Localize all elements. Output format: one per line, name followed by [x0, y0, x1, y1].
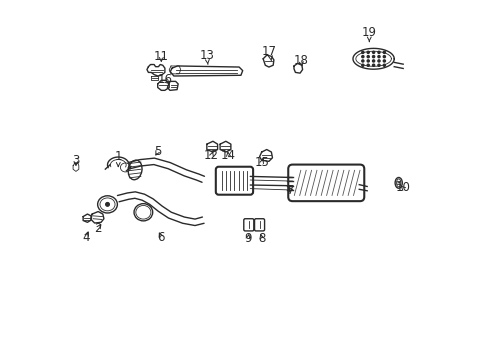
- Text: 19: 19: [361, 26, 376, 41]
- Circle shape: [372, 64, 374, 66]
- Text: 7: 7: [287, 184, 294, 197]
- Text: 10: 10: [395, 181, 409, 194]
- Text: 8: 8: [258, 231, 265, 244]
- Text: 4: 4: [82, 231, 90, 244]
- Circle shape: [361, 64, 363, 66]
- Text: 16: 16: [157, 73, 172, 86]
- Circle shape: [372, 60, 374, 62]
- Text: 18: 18: [293, 54, 308, 67]
- Circle shape: [366, 64, 368, 66]
- Circle shape: [366, 51, 368, 53]
- Circle shape: [383, 60, 385, 62]
- Circle shape: [377, 55, 379, 58]
- Text: 17: 17: [262, 45, 277, 61]
- Text: 2: 2: [94, 222, 102, 235]
- Circle shape: [372, 55, 374, 58]
- Circle shape: [372, 51, 374, 53]
- Text: 13: 13: [199, 49, 214, 64]
- Ellipse shape: [98, 196, 117, 213]
- Circle shape: [366, 55, 368, 58]
- Text: 15: 15: [254, 156, 268, 169]
- Circle shape: [377, 64, 379, 66]
- Text: 11: 11: [154, 50, 168, 63]
- Circle shape: [383, 64, 385, 66]
- Circle shape: [377, 51, 379, 53]
- Circle shape: [105, 203, 109, 206]
- Circle shape: [361, 60, 363, 62]
- Circle shape: [361, 51, 363, 53]
- Circle shape: [361, 55, 363, 58]
- Ellipse shape: [134, 204, 152, 221]
- Text: 1: 1: [114, 150, 122, 166]
- Text: 3: 3: [72, 154, 80, 167]
- Circle shape: [366, 60, 368, 62]
- Text: 6: 6: [157, 231, 165, 244]
- Text: 14: 14: [221, 149, 235, 162]
- Text: 5: 5: [154, 145, 161, 158]
- Circle shape: [377, 60, 379, 62]
- Text: 12: 12: [203, 149, 219, 162]
- Circle shape: [383, 51, 385, 53]
- Circle shape: [383, 55, 385, 58]
- Text: 9: 9: [244, 231, 251, 244]
- Ellipse shape: [128, 160, 142, 180]
